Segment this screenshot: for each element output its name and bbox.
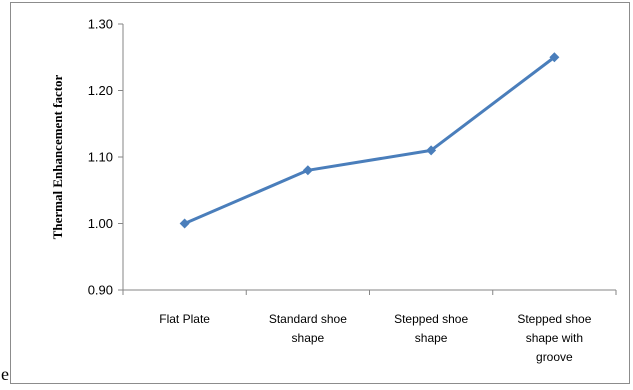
data-point-marker [179, 218, 190, 229]
x-category-label: Standard shoe shape [269, 312, 347, 345]
y-tick-label: 0.90 [88, 283, 113, 298]
x-category-label: Stepped shoe shape [394, 312, 468, 345]
series-line [184, 56, 556, 225]
y-tick-label: 1.20 [88, 83, 113, 98]
y-tick-label: 1.30 [88, 17, 113, 32]
y-axis-title: Thermal Enhancement factor [50, 74, 65, 239]
x-category-label: Flat Plate [159, 312, 210, 326]
data-point-marker [549, 52, 560, 63]
y-tick-label: 1.00 [88, 216, 113, 231]
chart-axes [118, 23, 617, 295]
y-tick-labels: 0.90 1.00 1.10 1.20 1.30 [88, 17, 113, 298]
data-point-marker [302, 165, 313, 176]
series-group [179, 52, 560, 229]
x-category-labels: Flat Plate Standard shoe shape Stepped shoe… [159, 312, 591, 364]
data-point-marker [426, 145, 437, 156]
x-category-label: Stepped shoe shape with groove [517, 312, 591, 364]
y-tick-label: 1.10 [88, 150, 113, 165]
chart-frame [10, 2, 630, 384]
stray-text: e [1, 364, 9, 384]
